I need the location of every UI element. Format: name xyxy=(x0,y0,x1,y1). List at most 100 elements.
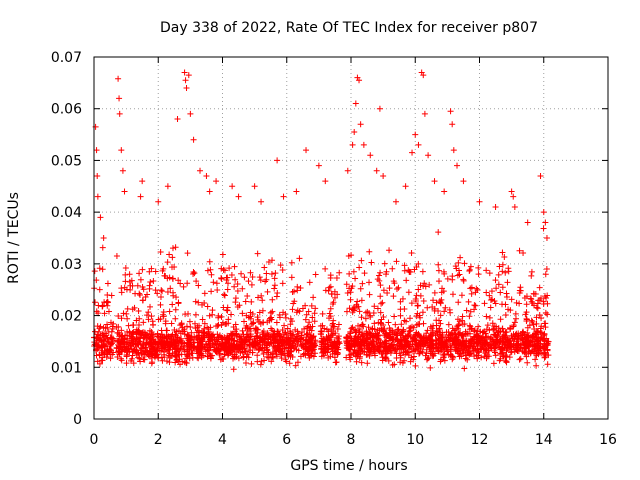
data-point xyxy=(197,167,204,174)
data-point xyxy=(164,289,171,296)
data-point xyxy=(457,254,464,261)
data-point xyxy=(268,358,275,365)
data-point xyxy=(157,301,164,308)
data-point xyxy=(508,188,515,195)
data-point xyxy=(508,296,515,303)
data-point xyxy=(346,305,353,312)
data-point xyxy=(414,302,421,309)
data-point xyxy=(223,274,230,281)
data-point xyxy=(241,274,248,281)
data-point xyxy=(374,335,381,342)
data-point xyxy=(366,248,373,255)
data-point xyxy=(441,357,448,364)
data-point xyxy=(462,338,469,345)
data-point xyxy=(449,121,456,128)
data-point xyxy=(129,349,136,356)
data-point xyxy=(135,307,142,314)
data-point xyxy=(274,338,281,345)
data-point xyxy=(447,309,454,316)
data-point xyxy=(207,266,214,273)
data-point xyxy=(417,314,424,321)
data-point xyxy=(401,317,408,324)
data-point xyxy=(181,69,188,76)
data-point xyxy=(213,280,220,287)
data-point xyxy=(524,334,531,341)
data-point xyxy=(290,337,297,344)
data-point xyxy=(383,330,390,337)
data-point xyxy=(146,353,153,360)
data-point xyxy=(352,352,359,359)
data-point xyxy=(533,331,540,338)
data-point xyxy=(101,330,108,337)
data-point xyxy=(384,290,391,297)
data-point xyxy=(535,340,542,347)
data-point xyxy=(502,357,509,364)
data-point xyxy=(325,287,332,294)
data-point xyxy=(501,338,508,345)
data-point xyxy=(150,277,157,284)
data-point xyxy=(119,348,126,355)
data-point xyxy=(306,319,313,326)
data-point xyxy=(218,336,225,343)
y-tick-label: 0.01 xyxy=(51,360,82,376)
data-point xyxy=(352,275,359,282)
data-point xyxy=(397,312,404,319)
data-point xyxy=(502,269,509,276)
data-point xyxy=(380,287,387,294)
data-point xyxy=(483,313,490,320)
data-point xyxy=(490,326,497,333)
data-point xyxy=(226,265,233,272)
data-point xyxy=(190,136,197,143)
data-point xyxy=(528,317,535,324)
data-point xyxy=(400,345,407,352)
data-point xyxy=(276,332,283,339)
data-point xyxy=(486,327,493,334)
data-point xyxy=(497,289,504,296)
data-point xyxy=(429,351,436,358)
data-point xyxy=(98,337,105,344)
data-point xyxy=(322,178,329,185)
data-point xyxy=(184,280,191,287)
data-point xyxy=(451,338,458,345)
data-point xyxy=(239,346,246,353)
data-point xyxy=(484,322,491,329)
data-point xyxy=(490,339,497,346)
data-point xyxy=(93,308,100,315)
data-point xyxy=(161,272,168,279)
data-point xyxy=(437,312,444,319)
data-point xyxy=(115,323,122,330)
data-point xyxy=(242,298,249,305)
data-point xyxy=(276,342,283,349)
data-point xyxy=(130,322,137,329)
data-point xyxy=(108,335,115,342)
data-point xyxy=(128,333,135,340)
data-point xyxy=(145,316,152,323)
data-point xyxy=(447,108,454,115)
data-point xyxy=(118,339,125,346)
data-point xyxy=(115,338,122,345)
data-point xyxy=(463,307,470,314)
data-point xyxy=(366,352,373,359)
data-point xyxy=(366,329,373,336)
data-point xyxy=(99,303,106,310)
data-point xyxy=(544,361,551,368)
data-point xyxy=(492,300,499,307)
data-point xyxy=(501,345,508,351)
data-point xyxy=(168,320,175,327)
data-point xyxy=(410,353,417,360)
data-point xyxy=(164,183,171,190)
data-point xyxy=(136,270,143,277)
data-point xyxy=(255,294,262,301)
data-point xyxy=(205,347,212,354)
data-point xyxy=(333,345,340,352)
data-point xyxy=(160,309,167,316)
data-point xyxy=(268,325,275,332)
data-point xyxy=(230,355,237,362)
data-point xyxy=(495,328,502,335)
data-point xyxy=(233,331,240,338)
data-point xyxy=(381,260,388,267)
data-point xyxy=(360,338,367,345)
data-point xyxy=(240,354,247,361)
data-point xyxy=(542,219,549,226)
data-point xyxy=(120,310,127,317)
